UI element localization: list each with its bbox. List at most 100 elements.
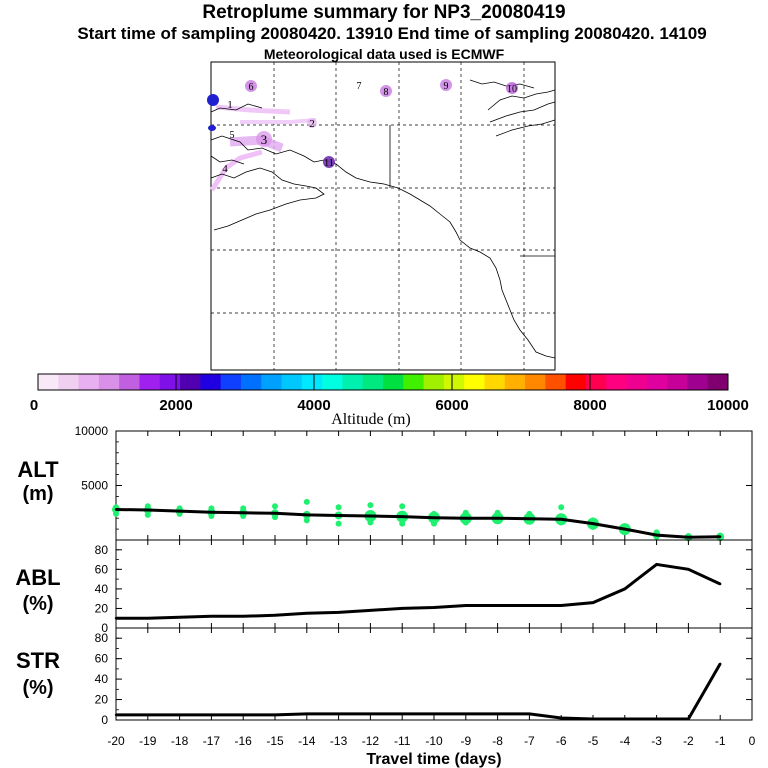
y-tick-label: 80 (95, 543, 109, 557)
data-point (655, 563, 658, 566)
altitude-dot (208, 505, 215, 512)
colorbar-label: Altitude (m) (331, 411, 411, 428)
meteorological-data-note: Meteorological data used is ECMWF (263, 46, 505, 62)
data-point (719, 535, 722, 538)
plume-trails (207, 94, 317, 192)
altitude-colorbar: 0 2000 4000 6000 8000 10000 Altitude (m) (30, 373, 749, 428)
data-point (560, 518, 563, 521)
altitude-dot (399, 520, 406, 527)
y-tick-label: 60 (95, 652, 109, 666)
chart-title: Retroplume summary for NP3_20080419 (202, 2, 566, 23)
map-panel: 1 2 3 4 5 6 7 8 9 10 11 (207, 61, 556, 371)
plume-blob (208, 125, 216, 131)
data-point (401, 607, 404, 610)
data-point (655, 533, 658, 537)
svg-text:5: 5 (230, 130, 235, 141)
map-marker-7: 7 (357, 81, 362, 92)
series-line-abl (116, 562, 721, 620)
colorbar-tick-label: 4000 (297, 397, 330, 414)
colorbar-cell (545, 374, 567, 390)
colorbar-cell (707, 374, 729, 390)
panel-unit-label: (%) (22, 677, 53, 699)
colorbar-cell (240, 374, 262, 390)
map-marker-1: 1 (227, 99, 233, 111)
map-markers: 1 2 3 4 5 6 7 8 9 10 11 (222, 79, 518, 175)
colorbar-cell (504, 374, 526, 390)
data-point (242, 511, 245, 514)
colorbar-cell (403, 374, 425, 390)
colorbar-cell (687, 374, 709, 390)
panel-alt: ALT(m) 5000 10000 (17, 424, 753, 542)
altitude-dot (303, 498, 310, 505)
colorbar-cell (362, 374, 384, 390)
y-tick-label: 20 (95, 693, 109, 707)
data-point (560, 716, 563, 720)
plume-blob (207, 94, 219, 106)
svg-text:6: 6 (249, 82, 254, 93)
x-tick-label: -9 (460, 734, 471, 748)
x-tick-label: 0 (749, 734, 756, 748)
x-tick-label: -15 (266, 734, 284, 748)
map-marker-11: 11 (323, 156, 335, 169)
altitude-dot (367, 502, 374, 509)
altitude-dot (590, 517, 596, 524)
data-point (655, 717, 658, 721)
y-tick-label: 80 (95, 631, 109, 645)
data-point (591, 522, 595, 525)
sampling-times: Start time of sampling 20080420. 13910 E… (77, 24, 707, 43)
altitude-dot (240, 505, 247, 512)
data-point (528, 604, 531, 607)
map-marker-5: 5 (230, 130, 235, 141)
colorbar-cell (159, 374, 181, 390)
colorbar-cell (180, 374, 201, 390)
x-tick-label: -16 (235, 734, 253, 748)
colorbar-tick-label: 2000 (159, 397, 192, 414)
colorbar-cell (484, 374, 506, 390)
altitude-dot (431, 510, 437, 517)
data-point (687, 536, 690, 539)
altitude-dot (558, 504, 565, 511)
altitude-dot (144, 503, 151, 510)
colorbar-cell (646, 374, 668, 390)
panel-unit-label: (m) (22, 483, 53, 505)
map-marker-10: 10 (506, 82, 518, 95)
data-point (369, 514, 372, 518)
map-marker-2: 2 (307, 118, 317, 130)
data-point (242, 615, 245, 618)
data-point (305, 513, 308, 517)
svg-text:4: 4 (222, 163, 228, 175)
altitude-dot (367, 519, 374, 526)
y-tick-label: 40 (95, 672, 109, 686)
data-point (496, 604, 499, 607)
data-point (528, 712, 531, 716)
x-tick-label: -1 (715, 734, 726, 748)
data-point (114, 713, 118, 717)
data-point (178, 616, 181, 619)
map-marker-6: 6 (245, 80, 257, 93)
data-point (432, 712, 436, 716)
altitude-dot (335, 504, 342, 511)
colorbar-cell (626, 374, 648, 390)
colorbar-cell (525, 374, 546, 390)
colorbar-cell (667, 374, 688, 390)
series-line-str (116, 663, 722, 721)
colorbar-cell (322, 374, 343, 390)
data-point (591, 717, 595, 721)
altitude-dot (113, 510, 119, 517)
altitude-dot (462, 519, 469, 526)
data-point (432, 606, 436, 609)
data-point (210, 713, 213, 717)
data-point (337, 514, 340, 517)
colorbar-cell (220, 374, 242, 390)
map-marker-9: 9 (440, 79, 452, 92)
altitude-dot (240, 513, 247, 520)
altitude-dot (144, 511, 151, 518)
altitude-dot (208, 513, 215, 520)
colorbar-cell (423, 374, 445, 390)
panel-label: STR (16, 648, 60, 673)
x-tick-label: -5 (588, 734, 599, 748)
colorbar-cell (58, 374, 80, 390)
x-tick-label: -6 (556, 734, 567, 748)
y-tick-label: 0 (101, 713, 108, 727)
